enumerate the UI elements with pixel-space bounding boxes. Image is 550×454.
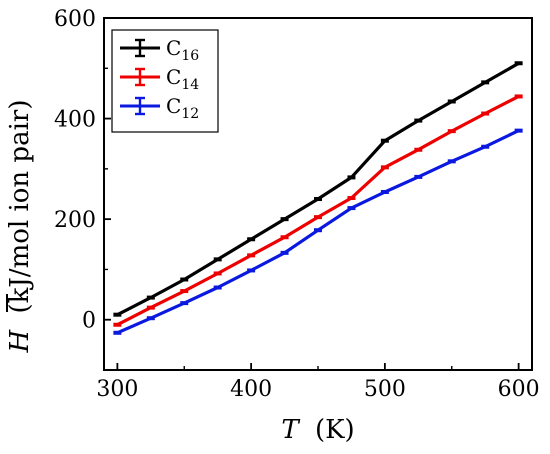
legend-label-subscript: 14 bbox=[181, 77, 199, 93]
legend-label: C14 bbox=[166, 65, 199, 93]
x-tick-label: 500 bbox=[364, 377, 406, 402]
legend-box bbox=[111, 29, 219, 133]
x-tick-label: 600 bbox=[498, 377, 540, 402]
y-tick-label: 0 bbox=[82, 309, 96, 334]
y-tick-label: 400 bbox=[54, 108, 96, 133]
x-axis-unit: (K) bbox=[315, 415, 355, 445]
y-tick-label: 200 bbox=[54, 208, 96, 233]
ticks-layer: 300 400 500 600 0 200 400 600 bbox=[54, 7, 540, 402]
legend-entry: C16 bbox=[120, 36, 199, 64]
series-layer bbox=[113, 61, 523, 335]
legend-label-base: C bbox=[166, 94, 181, 118]
series-c14 bbox=[113, 94, 523, 327]
legend-entry: C12 bbox=[120, 94, 199, 122]
x-axis-title: T (K) bbox=[281, 415, 354, 445]
legend-label-subscript: 16 bbox=[181, 48, 199, 64]
series-c12 bbox=[113, 128, 523, 335]
series-c16 bbox=[113, 61, 523, 317]
legend-label: C16 bbox=[166, 36, 199, 64]
legend-label: C12 bbox=[166, 94, 199, 122]
y-axis-symbol: H bbox=[5, 328, 35, 353]
y-axis-title: H (kJ/mol ion pair) bbox=[5, 100, 35, 354]
legend-entry: C14 bbox=[120, 65, 199, 93]
y-axis-unit: (kJ/mol ion pair) bbox=[5, 100, 35, 314]
x-tick-label: 400 bbox=[230, 377, 272, 402]
y-tick-label: 600 bbox=[54, 7, 96, 32]
legend-label-base: C bbox=[166, 65, 181, 89]
legend-label-base: C bbox=[166, 36, 181, 60]
x-axis-symbol: T bbox=[281, 415, 300, 445]
x-tick-label: 300 bbox=[96, 377, 138, 402]
legend-label-subscript: 12 bbox=[181, 106, 199, 122]
